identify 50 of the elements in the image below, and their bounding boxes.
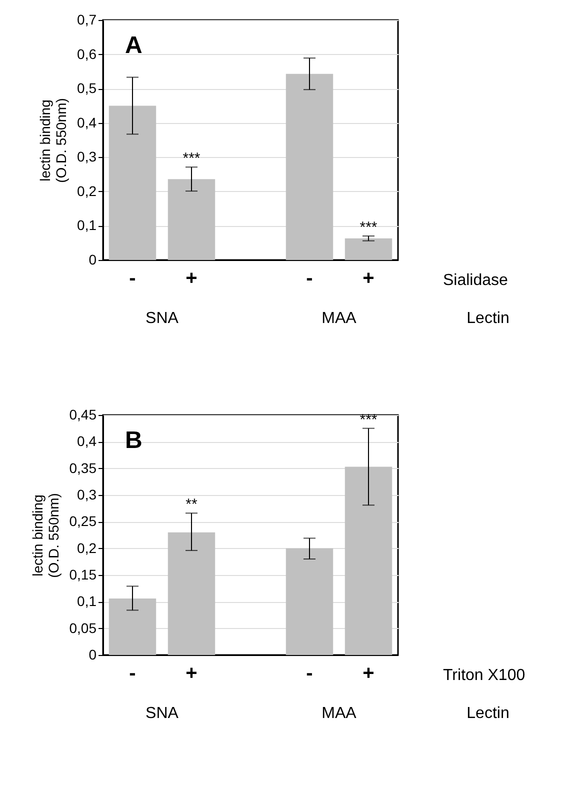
x-tick-label: - — [306, 268, 313, 290]
y-tick-label: 0,3 — [77, 148, 97, 165]
text: SNA — [146, 705, 179, 722]
annotation: *** — [360, 411, 378, 428]
y-tick-label: 0 — [88, 646, 97, 662]
annotation: B — [125, 427, 142, 454]
y-tick-label: 0,45 — [69, 406, 97, 422]
x-tick-label: - — [129, 268, 136, 290]
y-tick-label: 0,3 — [77, 486, 97, 502]
y-axis-title: lectin binding (O.D. 550nm) — [37, 98, 70, 183]
bar — [344, 238, 392, 260]
bar — [108, 598, 156, 655]
bar — [286, 548, 334, 655]
y-axis-title: lectin binding (O.D. 550nm) — [29, 493, 62, 578]
y-tick-label: 0,2 — [77, 182, 97, 199]
text: MAA — [322, 310, 357, 327]
y-tick-label: 0,1 — [77, 217, 97, 234]
y-tick-label: 0,15 — [69, 566, 97, 582]
x-tick-label: + — [186, 268, 198, 290]
text: SNA — [146, 310, 179, 327]
annotation: *** — [360, 219, 378, 236]
text: MAA — [322, 705, 357, 722]
y-tick-label: 0,6 — [77, 46, 97, 62]
y-tick-label: 0,4 — [77, 114, 97, 130]
y-tick-label: 0,4 — [77, 433, 97, 450]
y-tick-label: 0,05 — [69, 620, 97, 636]
y-tick-label: 0,2 — [77, 540, 97, 556]
bar — [168, 179, 216, 260]
bar — [286, 74, 334, 260]
y-tick-label: 0,1 — [77, 593, 97, 610]
annotation: *** — [182, 150, 200, 168]
x-tick-label: - — [129, 662, 136, 684]
y-tick-label: 0 — [88, 252, 97, 268]
x-tick-label: + — [362, 662, 374, 684]
annotation: A — [125, 32, 142, 59]
bar — [108, 106, 156, 260]
y-tick-label: 0,25 — [69, 513, 97, 530]
y-tick-label: 0,35 — [69, 460, 97, 476]
x-tick-label: - — [306, 662, 313, 684]
x-axis-title: Triton X100 — [443, 667, 526, 684]
y-tick-label: 0,7 — [77, 12, 97, 28]
text: Lectin — [466, 310, 510, 327]
x-tick-label: + — [186, 662, 198, 684]
x-axis-title: Sialidase — [443, 272, 508, 289]
bar — [344, 466, 392, 655]
x-tick-label: + — [362, 268, 374, 290]
text: Lectin — [466, 705, 510, 722]
bar — [168, 532, 216, 655]
y-tick-label: 0,5 — [77, 80, 97, 96]
annotation: ** — [186, 496, 198, 514]
